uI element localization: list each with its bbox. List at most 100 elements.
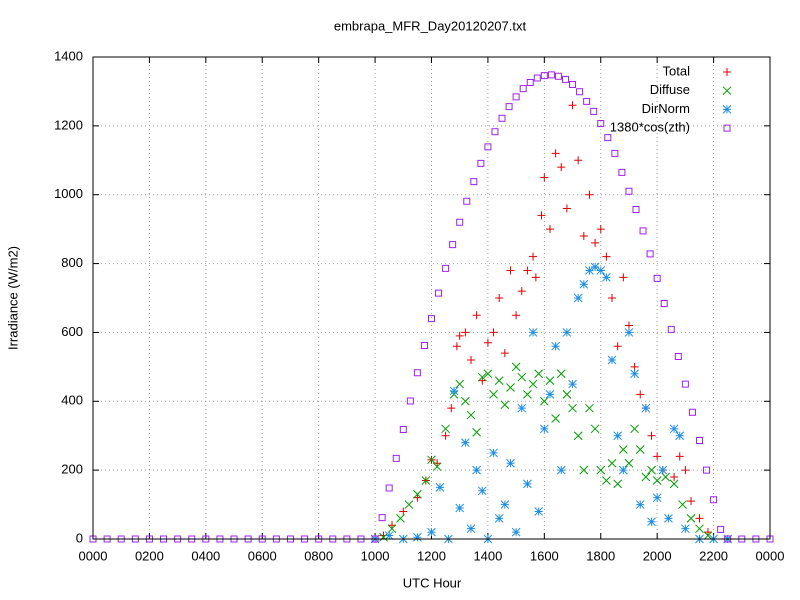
data-point xyxy=(703,531,713,540)
data-point xyxy=(447,404,456,413)
data-point xyxy=(506,383,515,392)
data-point xyxy=(681,466,690,475)
data-point xyxy=(89,535,97,543)
data-point xyxy=(618,465,628,475)
data-point xyxy=(466,524,476,534)
data-point xyxy=(489,390,498,399)
data-point xyxy=(602,272,611,282)
data-point xyxy=(658,465,668,475)
data-point xyxy=(483,369,493,379)
data-point xyxy=(371,535,379,543)
data-point xyxy=(613,342,622,351)
data-point xyxy=(441,431,450,440)
x-tick-label: 2200 xyxy=(699,548,728,563)
data-point xyxy=(378,514,386,522)
data-point xyxy=(202,535,210,543)
data-point xyxy=(455,503,465,513)
data-point xyxy=(427,455,436,465)
x-axis-label: UTC Hour xyxy=(403,575,462,590)
data-point xyxy=(556,465,566,475)
data-point xyxy=(461,328,470,337)
data-point xyxy=(472,465,481,475)
data-point xyxy=(681,524,690,534)
data-point xyxy=(669,479,679,489)
data-point xyxy=(661,472,670,482)
data-point xyxy=(591,238,600,247)
data-point xyxy=(413,493,422,502)
data-point xyxy=(611,149,619,157)
data-point xyxy=(357,535,365,543)
data-point xyxy=(506,266,515,275)
data-point xyxy=(597,119,605,127)
data-point xyxy=(385,484,393,492)
data-point xyxy=(717,525,725,533)
data-point xyxy=(315,535,323,543)
data-point xyxy=(547,71,555,79)
data-point xyxy=(664,513,673,523)
data-point xyxy=(639,227,647,235)
data-point xyxy=(495,294,504,302)
data-point xyxy=(494,376,504,385)
data-point xyxy=(540,72,548,80)
legend-marker xyxy=(723,124,731,132)
data-point xyxy=(523,479,532,489)
data-point xyxy=(574,156,583,165)
data-point xyxy=(568,101,577,110)
data-point xyxy=(703,466,711,474)
data-point xyxy=(562,204,571,213)
data-point xyxy=(579,232,588,241)
data-point xyxy=(688,408,696,416)
data-point xyxy=(667,325,675,333)
data-point xyxy=(618,168,626,176)
data-point xyxy=(590,107,598,115)
data-point xyxy=(687,497,696,506)
data-point xyxy=(647,465,656,475)
data-point xyxy=(477,159,485,167)
data-point xyxy=(511,362,521,372)
data-point xyxy=(399,426,407,434)
data-point xyxy=(630,424,639,434)
data-point xyxy=(379,532,388,542)
data-point xyxy=(528,379,538,389)
data-point xyxy=(489,448,498,458)
data-point xyxy=(528,328,538,337)
data-point xyxy=(456,218,464,226)
data-point xyxy=(117,535,125,543)
data-point xyxy=(421,476,431,485)
data-point xyxy=(511,527,521,537)
data-point xyxy=(561,75,569,83)
data-point xyxy=(653,452,662,461)
data-point xyxy=(636,390,645,399)
data-point xyxy=(455,331,464,340)
x-tick-label: 0400 xyxy=(191,548,220,563)
data-point xyxy=(388,521,397,530)
data-point xyxy=(491,128,499,136)
legend-label: 1380*cos(zth) xyxy=(610,120,690,135)
data-point xyxy=(624,458,634,468)
data-point xyxy=(675,452,684,461)
data-point xyxy=(585,190,594,199)
y-tick-label: 0 xyxy=(76,530,83,545)
data-point xyxy=(602,476,611,485)
data-point xyxy=(404,500,414,509)
data-point xyxy=(489,328,498,337)
data-point xyxy=(562,328,572,337)
data-point xyxy=(534,507,544,516)
data-point xyxy=(384,531,394,540)
data-point xyxy=(517,372,527,382)
data-point xyxy=(216,535,224,543)
data-point xyxy=(579,279,589,289)
data-point xyxy=(396,513,405,523)
data-point xyxy=(343,535,351,543)
data-point xyxy=(399,507,408,516)
data-point xyxy=(647,517,656,527)
data-point xyxy=(484,143,492,151)
data-point xyxy=(529,252,538,261)
data-point xyxy=(608,294,617,302)
data-point xyxy=(647,431,656,440)
data-point xyxy=(641,472,651,482)
y-tick-label: 1000 xyxy=(54,186,83,201)
legend-label: Total xyxy=(663,63,691,78)
